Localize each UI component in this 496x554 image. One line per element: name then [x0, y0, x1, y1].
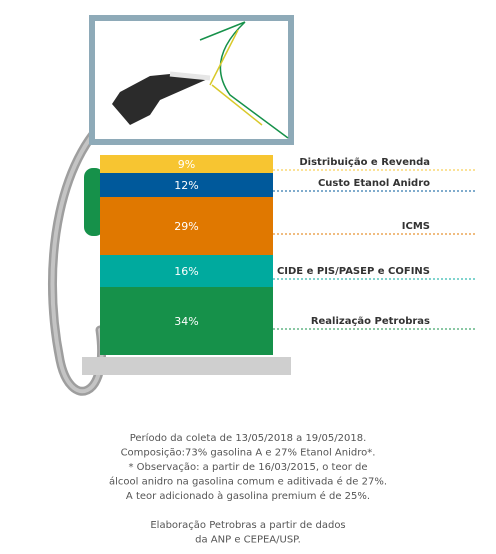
footnote: Composição:73% gasolina A e 27% Etanol A… [121, 448, 376, 459]
footnote: álcool anidro na gasolina comum e aditiv… [109, 476, 387, 488]
footnote: Elaboração Petrobras a partir de dados [150, 520, 345, 531]
bar-segment [100, 173, 273, 197]
category-label: Realização Petrobras [311, 316, 430, 327]
nozzle [112, 74, 210, 125]
value-label: 12% [174, 179, 198, 192]
footnote: * Observação: a partir de 16/03/2015, o … [128, 462, 367, 473]
footnote: da ANP e CEPEA/USP. [195, 535, 301, 546]
category-label: Custo Etanol Anidro [318, 178, 430, 189]
screen-line [209, 29, 263, 126]
category-label: ICMS [402, 221, 430, 232]
footnote: A teor adicionado à gasolina premium é d… [126, 490, 370, 502]
holster [84, 168, 104, 236]
category-label: Distribuição e Revenda [299, 157, 430, 168]
bar-segment [100, 255, 273, 287]
bar-segment [100, 197, 273, 255]
value-label: 16% [174, 265, 198, 278]
pump-base [82, 357, 291, 375]
nozzle-tip [169, 71, 211, 81]
value-label: 9% [178, 158, 195, 171]
value-label: 29% [174, 220, 198, 233]
hose-highlight [50, 108, 120, 394]
bar-segment [100, 287, 273, 355]
category-label: CIDE e PIS/PASEP e COFINS [277, 266, 430, 277]
value-label: 34% [174, 315, 198, 328]
bar-segment [100, 155, 273, 173]
footnote: Período da coleta de 13/05/2018 a 19/05/… [130, 432, 367, 444]
